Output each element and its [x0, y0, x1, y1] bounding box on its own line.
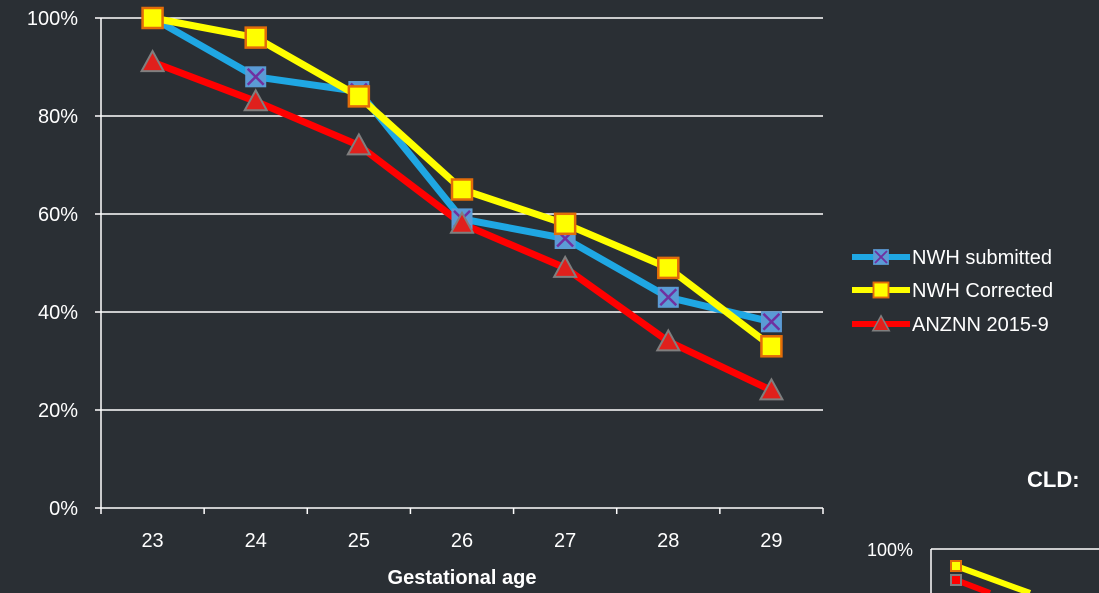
cld-data-point: [950, 560, 962, 572]
tick-labels: 0% 20% 40% 60% 80% 100% 23 24 25 26 27 28 29: [27, 8, 783, 552]
x-tick-label: 28: [657, 530, 679, 552]
marker-cross: [762, 312, 781, 331]
y-tick-label: 40%: [38, 302, 78, 324]
data-point: [347, 85, 371, 108]
data-point: [245, 66, 267, 88]
data-point: [243, 88, 269, 112]
data-point: [657, 256, 680, 280]
data-point: [450, 178, 474, 201]
y-tick-label: 20%: [38, 400, 78, 422]
legend-marker: [873, 249, 889, 265]
data-point: [141, 6, 164, 30]
series-markers: [139, 6, 785, 401]
data-point: [449, 210, 475, 234]
data-point: [244, 26, 267, 49]
legend-label: NWH Corrected: [912, 280, 1053, 302]
legend-label: ANZNN 2015-9: [912, 314, 1049, 336]
legend-swatch-marker: [873, 249, 889, 265]
legend: NWH submitted NWH Corrected ANZNN 2015-9: [852, 247, 1053, 336]
data-point: [657, 286, 679, 308]
legend-label: NWH submitted: [912, 247, 1052, 269]
y-tick-label: 100%: [27, 8, 78, 30]
x-tick-label: 26: [451, 530, 473, 552]
data-point: [758, 377, 785, 401]
marker-cross: [659, 288, 678, 307]
cld-y-tick-label: 100%: [867, 540, 913, 560]
data-point: [552, 254, 578, 278]
marker-cross: [874, 250, 888, 264]
data-point: [553, 212, 577, 236]
x-axis-title: Gestational age: [388, 567, 537, 589]
cld-chart-title: CLD:: [1027, 467, 1080, 492]
legend-marker: [872, 281, 890, 299]
legend-swatch-marker: [872, 281, 890, 299]
legend-marker: [871, 314, 891, 332]
axes: [95, 17, 824, 514]
marker-cross: [246, 67, 265, 86]
x-tick-label: 29: [760, 530, 782, 552]
x-tick-label: 24: [245, 530, 267, 552]
cld-chart-partial: 100%: [867, 540, 1099, 593]
y-tick-label: 60%: [38, 204, 78, 226]
data-point: [655, 328, 681, 352]
data-point: [760, 335, 783, 358]
x-tick-label: 25: [348, 530, 370, 552]
legend-swatch-marker: [871, 314, 891, 332]
cld-data-point: [950, 574, 962, 586]
data-point: [346, 132, 372, 156]
data-point: [760, 311, 782, 333]
data-point: [139, 49, 166, 73]
y-tick-label: 80%: [38, 106, 78, 128]
cld-series-line: [954, 563, 1032, 593]
y-tick-label: 0%: [49, 498, 78, 520]
x-tick-label: 23: [141, 530, 163, 552]
x-tick-label: 27: [554, 530, 576, 552]
